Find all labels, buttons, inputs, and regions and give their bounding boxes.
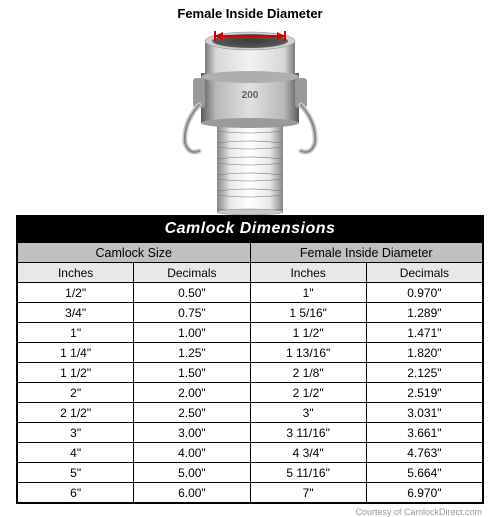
table-cell: 4.00" [134, 443, 250, 463]
diameter-label: Female Inside Diameter [177, 6, 322, 21]
table-cell: 1.25" [134, 343, 250, 363]
table-cell: 2 1/8" [250, 363, 366, 383]
table-row: 1 1/2"1.50"2 1/8"2.125" [18, 363, 483, 383]
table-cell: 2.00" [134, 383, 250, 403]
table-cell: 1.289" [366, 303, 482, 323]
table-cell: 5 11/16" [250, 463, 366, 483]
table-cell: 1.820" [366, 343, 482, 363]
sub-header-cell: Inches [250, 263, 366, 283]
table-row: 1 1/4"1.25"1 13/16"1.820" [18, 343, 483, 363]
dimensions-table: Camlock Size Female Inside Diameter Inch… [17, 242, 483, 503]
table-cell: 3" [18, 423, 134, 443]
table-cell: 2.519" [366, 383, 482, 403]
table-cell: 4.763" [366, 443, 482, 463]
table-cell: 1.50" [134, 363, 250, 383]
table-cell: 2" [18, 383, 134, 403]
table-cell: 1 1/4" [18, 343, 134, 363]
table-cell: 3/4" [18, 303, 134, 323]
hose-barb [217, 118, 283, 215]
group-header-fid: Female Inside Diameter [250, 243, 483, 263]
table-row: 1"1.00"1 1/2"1.471" [18, 323, 483, 343]
table-cell: 4 3/4" [250, 443, 366, 463]
sub-header-cell: Decimals [366, 263, 482, 283]
table-row: 2"2.00"2 1/2"2.519" [18, 383, 483, 403]
table-cell: 3 11/16" [250, 423, 366, 443]
table-cell: 1 13/16" [250, 343, 366, 363]
table-row: 3"3.00"3 11/16"3.661" [18, 423, 483, 443]
table-cell: 1" [250, 283, 366, 303]
table-cell: 0.970" [366, 283, 482, 303]
table-group-header-row: Camlock Size Female Inside Diameter [18, 243, 483, 263]
group-header-size: Camlock Size [18, 243, 251, 263]
table-cell: 5" [18, 463, 134, 483]
diagram-area: Female Inside Diameter [0, 0, 500, 215]
table-cell: 3.031" [366, 403, 482, 423]
table-cell: 2 1/2" [250, 383, 366, 403]
table-cell: 3.661" [366, 423, 482, 443]
table-row: 1/2"0.50"1"0.970" [18, 283, 483, 303]
table-cell: 5.00" [134, 463, 250, 483]
table-cell: 2.125" [366, 363, 482, 383]
table-cell: 3.00" [134, 423, 250, 443]
dimensions-table-container: Camlock Dimensions Camlock Size Female I… [16, 215, 484, 504]
table-row: 2 1/2"2.50"3"3.031" [18, 403, 483, 423]
table-cell: 0.75" [134, 303, 250, 323]
credit-line: Courtesy of CamlockDirect.com [16, 507, 484, 517]
table-cell: 1 1/2" [250, 323, 366, 343]
table-cell: 2.50" [134, 403, 250, 423]
table-sub-header-row: Inches Decimals Inches Decimals [18, 263, 483, 283]
table-row: 3/4"0.75"1 5/16"1.289" [18, 303, 483, 323]
camlock-fitting-illustration: 200 [155, 23, 345, 215]
cam-arm-right [301, 105, 315, 152]
table-title: Camlock Dimensions [17, 216, 483, 242]
table-cell: 1.471" [366, 323, 482, 343]
table-cell: 1 1/2" [18, 363, 134, 383]
table-cell: 1.00" [134, 323, 250, 343]
sub-header-cell: Decimals [134, 263, 250, 283]
table-cell: 5.664" [366, 463, 482, 483]
table-cell: 0.50" [134, 283, 250, 303]
table-cell: 1/2" [18, 283, 134, 303]
table-row: 4"4.00"4 3/4"4.763" [18, 443, 483, 463]
table-body: 1/2"0.50"1"0.970"3/4"0.75"1 5/16"1.289"1… [18, 283, 483, 503]
table-cell: 4" [18, 443, 134, 463]
sub-header-cell: Inches [18, 263, 134, 283]
table-cell: 1" [18, 323, 134, 343]
cam-arm-left [185, 105, 199, 152]
table-row: 5"5.00"5 11/16"5.664" [18, 463, 483, 483]
table-cell: 2 1/2" [18, 403, 134, 423]
table-cell: 1 5/16" [250, 303, 366, 323]
svg-text:200: 200 [242, 90, 259, 101]
table-cell: 3" [250, 403, 366, 423]
